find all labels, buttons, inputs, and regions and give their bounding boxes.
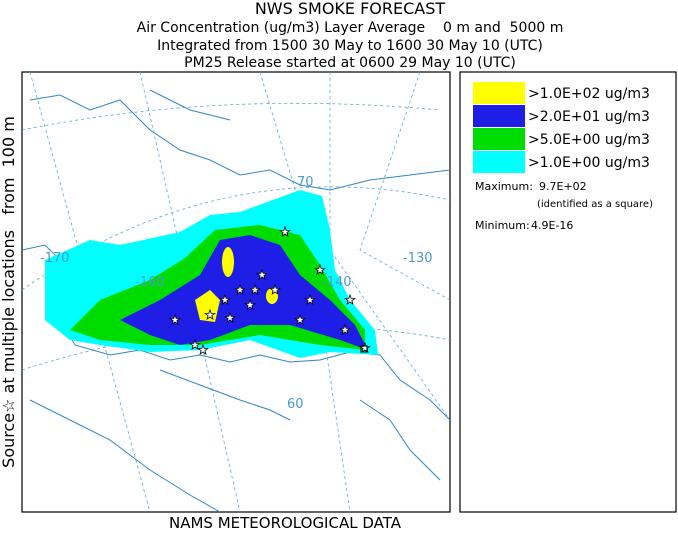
map-label: -140 — [322, 275, 352, 290]
subtitle: PM25 Release started at 0600 29 May 10 (… — [184, 55, 516, 71]
legend-swatch — [473, 128, 525, 150]
legend: Maximum: 9.7E+02 (identified as a square… — [459, 71, 677, 513]
side-label: Source☆ at multiple locations from 100 m — [0, 116, 18, 468]
maximum-value: 9.7E+02 — [539, 180, 587, 193]
maximum-square — [360, 345, 368, 353]
map-label: 70 — [297, 175, 314, 190]
maximum-note: (identified as a square) — [537, 199, 653, 210]
title: NWS SMOKE FORECAST — [255, 0, 446, 18]
footer: NAMS METEOROLOGICAL DATA — [169, 514, 402, 532]
plume-blue — [120, 235, 368, 350]
plume-yellow — [222, 247, 234, 277]
map-label: -160 — [135, 275, 165, 290]
map: -170 -160 -140 -130 70 60 — [21, 71, 451, 513]
subtitle: Integrated from 1500 30 May to 1600 30 M… — [157, 38, 543, 54]
minimum-value: 4.9E-16 — [531, 219, 573, 232]
map-label: 60 — [287, 397, 304, 412]
legend-label: >1.0E+02 ug/m3 — [528, 86, 650, 102]
map-label: -170 — [40, 251, 70, 266]
subtitle: Air Concentration (ug/m3) Layer Average … — [137, 20, 564, 36]
legend-label: >2.0E+01 ug/m3 — [528, 109, 650, 125]
map-area — [22, 72, 450, 512]
map-label: -130 — [403, 251, 433, 266]
maximum-label: Maximum: — [475, 180, 533, 193]
legend-label: >5.0E+00 ug/m3 — [528, 132, 650, 148]
legend-swatch — [473, 105, 525, 127]
legend-label: >1.0E+00 ug/m3 — [528, 155, 650, 171]
legend-swatch — [473, 82, 525, 104]
minimum-label: Minimum: — [475, 219, 530, 232]
legend-swatch — [473, 151, 525, 173]
